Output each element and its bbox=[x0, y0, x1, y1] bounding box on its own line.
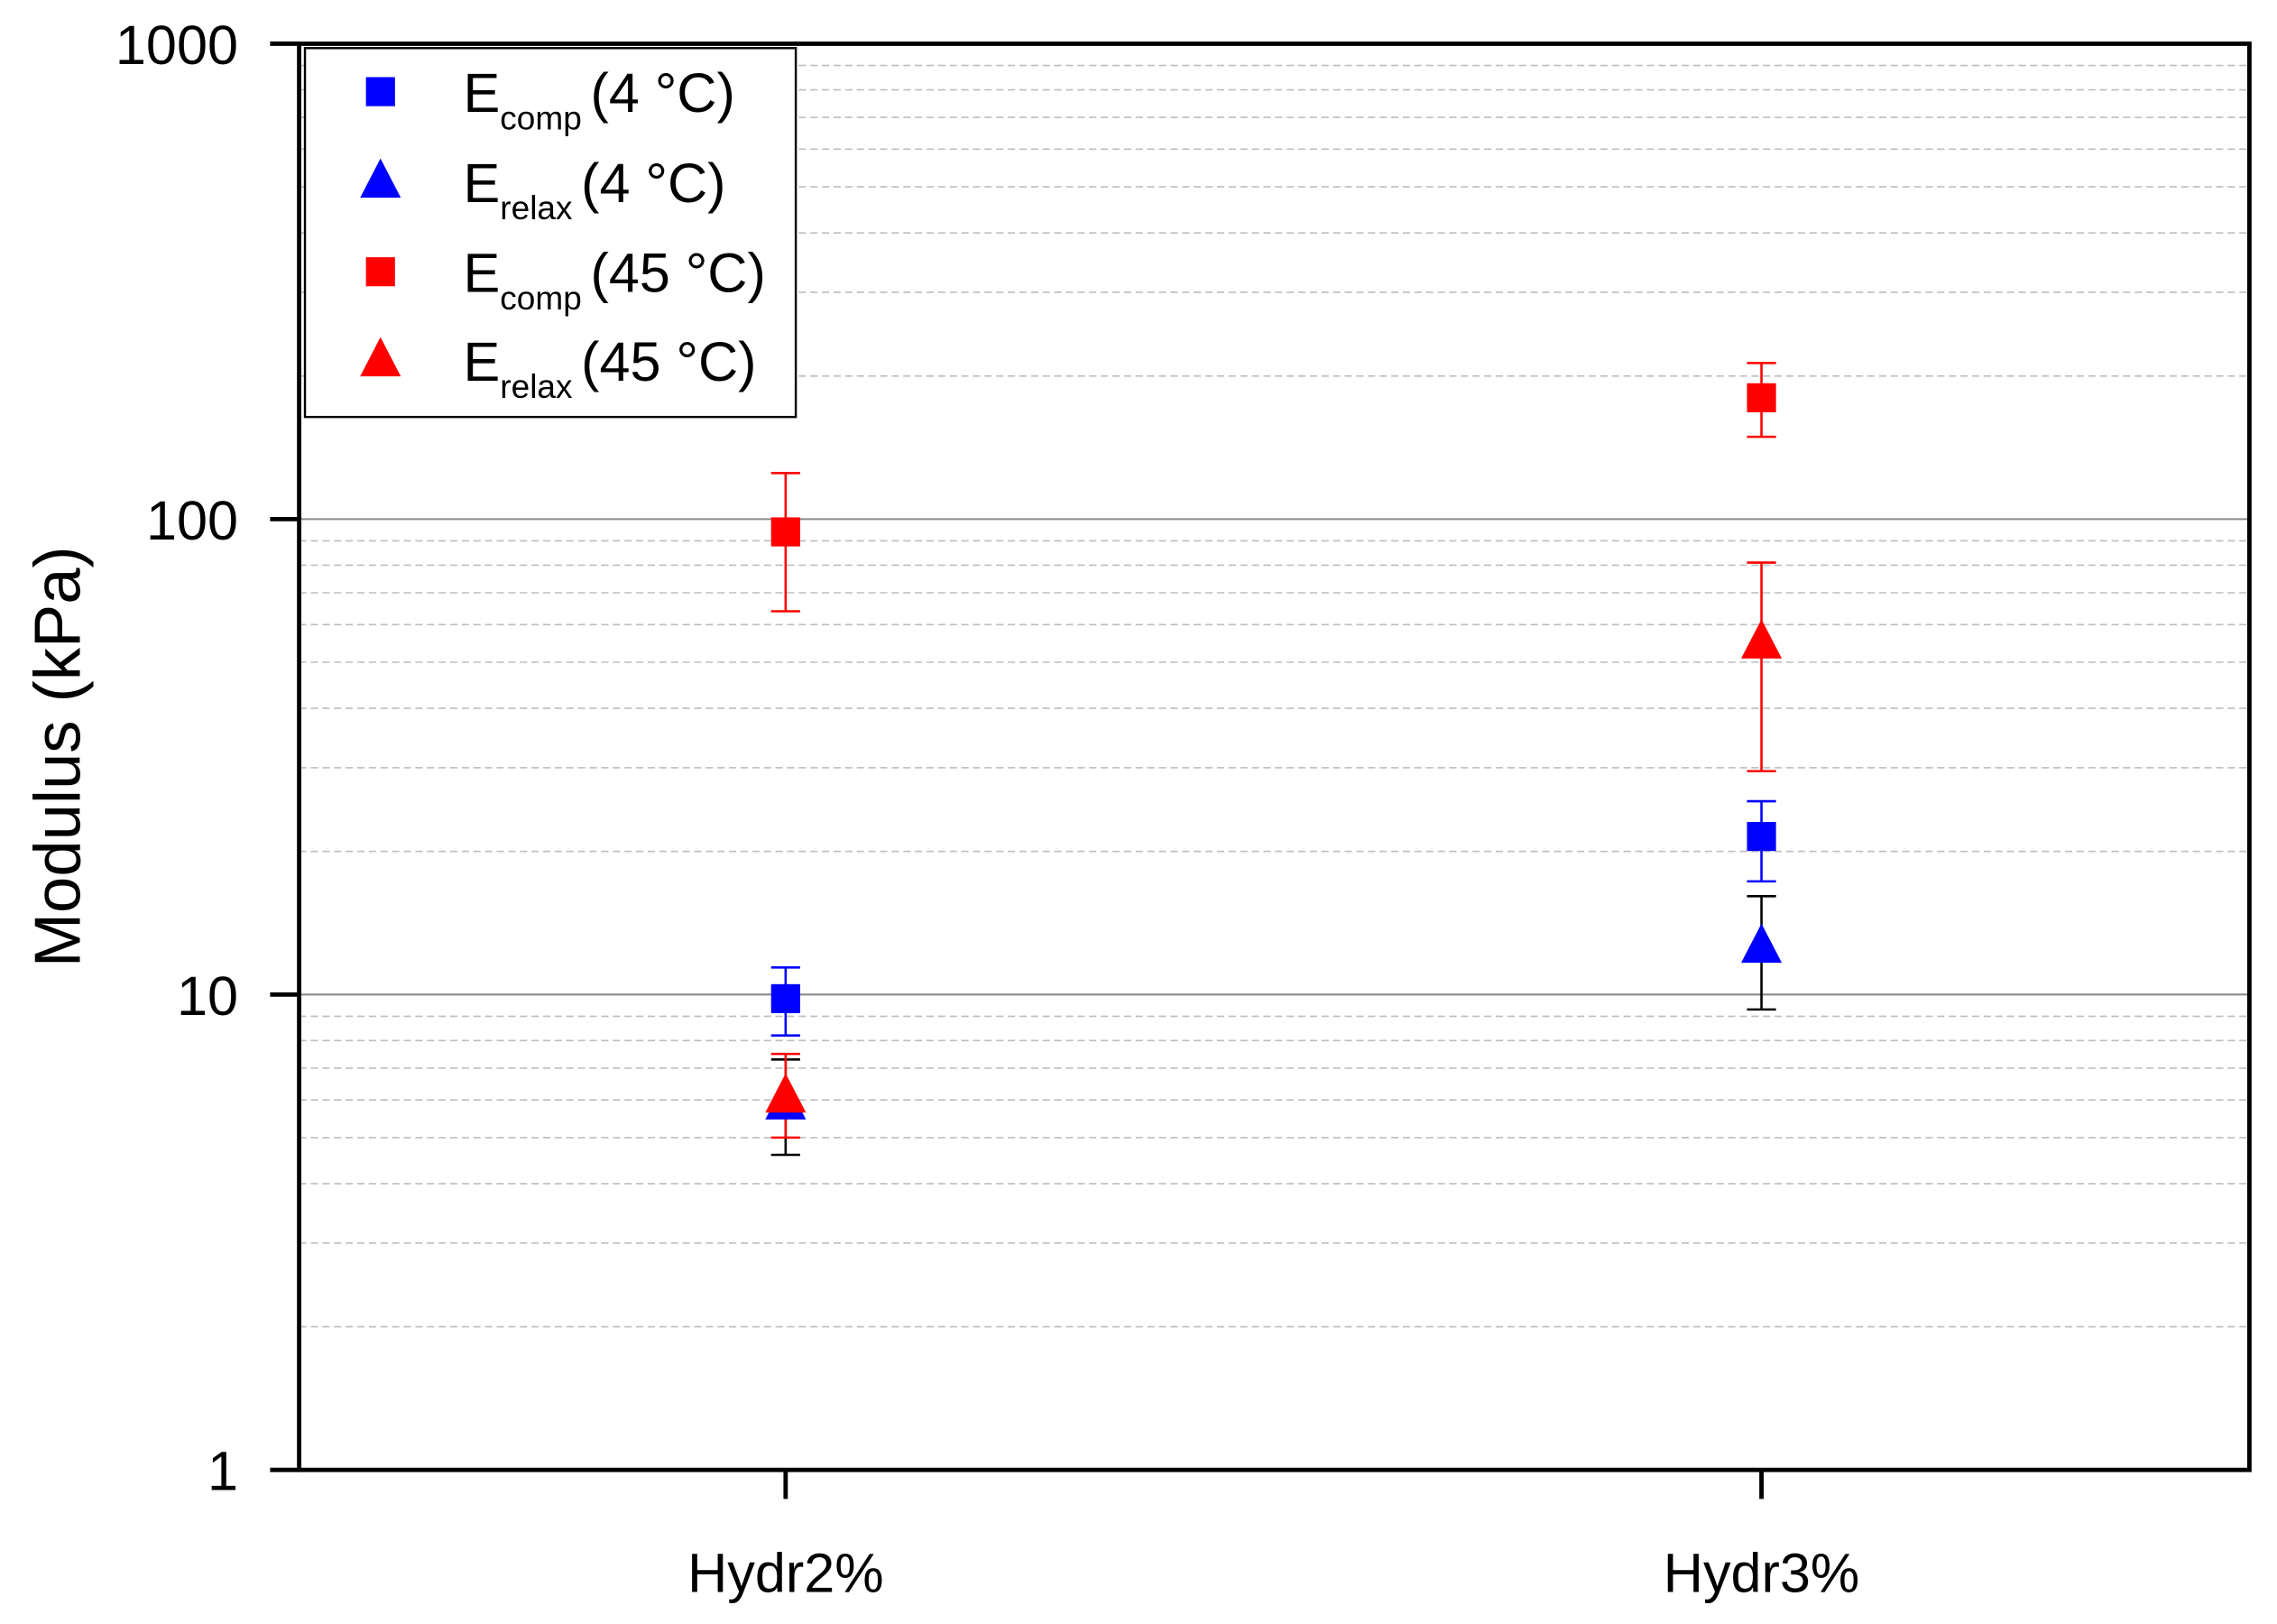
x-axis: Hydr2% Hydr3% bbox=[687, 1470, 1859, 1603]
legend-entry: Ecomp (45 °C) bbox=[463, 243, 765, 317]
data-marks bbox=[765, 362, 1783, 1157]
data-point bbox=[1741, 923, 1783, 964]
series-points bbox=[770, 822, 1776, 1014]
grid bbox=[299, 64, 2250, 1328]
legend-subscript: relax bbox=[500, 189, 573, 226]
y-tick-label: 1000 bbox=[115, 14, 238, 76]
series bbox=[770, 362, 1776, 613]
series bbox=[770, 561, 1776, 1140]
data-point bbox=[1741, 619, 1783, 659]
data-point bbox=[770, 517, 800, 547]
legend-condition: (45 °C) bbox=[590, 243, 765, 304]
x-tick-label: Hydr3% bbox=[1664, 1542, 1860, 1603]
plot-frame bbox=[297, 42, 2252, 1472]
legend-marker bbox=[360, 337, 401, 377]
data-point bbox=[765, 1073, 807, 1113]
data-point bbox=[1747, 383, 1776, 412]
series-points bbox=[770, 383, 1776, 547]
legend-entry: Erelax (4 °C) bbox=[463, 152, 725, 226]
legend-marker bbox=[365, 257, 395, 287]
legend-subscript: relax bbox=[500, 367, 573, 405]
series-points bbox=[765, 923, 1783, 1120]
y-axis-label: Modulus (kPa) bbox=[22, 546, 95, 967]
legend-symbol: E bbox=[463, 62, 500, 124]
series bbox=[770, 895, 1776, 1157]
legend-symbol: E bbox=[463, 152, 500, 214]
legend-entry: Ecomp (4 °C) bbox=[463, 62, 734, 136]
legend: Ecomp (4 °C)Erelax (4 °C)Ecomp (45 °C)Erela… bbox=[303, 47, 797, 419]
legend-subscript: comp bbox=[500, 98, 582, 136]
y-tick-label: 1 bbox=[207, 1441, 238, 1502]
y-axis: 1 10 100 1000 bbox=[115, 14, 300, 1502]
legend-condition: (4 °C) bbox=[581, 152, 725, 214]
legend-marker bbox=[360, 158, 401, 198]
x-tick-label: Hydr2% bbox=[687, 1542, 884, 1603]
legend-symbol: E bbox=[463, 243, 500, 304]
legend-symbol: E bbox=[463, 331, 500, 392]
y-tick-label: 10 bbox=[177, 965, 238, 1027]
data-point bbox=[770, 983, 800, 1014]
series bbox=[770, 799, 1776, 1037]
data-point bbox=[1747, 822, 1776, 852]
legend-condition: (45 °C) bbox=[581, 331, 756, 392]
y-tick-label: 100 bbox=[146, 490, 238, 551]
legend-condition: (4 °C) bbox=[590, 62, 734, 124]
legend-marker bbox=[365, 77, 395, 106]
legend-entry: Erelax (45 °C) bbox=[463, 331, 756, 405]
legend-subscript: comp bbox=[500, 279, 582, 317]
series-points bbox=[765, 619, 1783, 1113]
